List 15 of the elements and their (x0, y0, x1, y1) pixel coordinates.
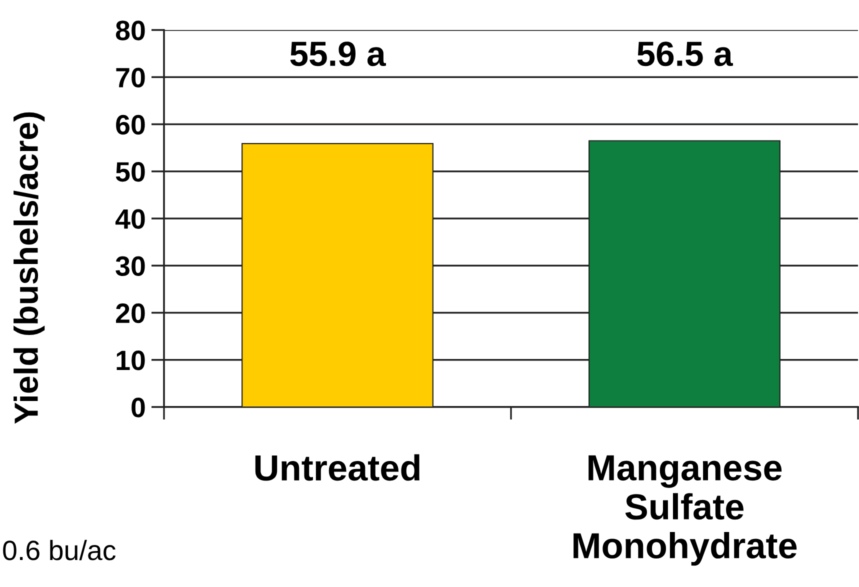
y-tick-label: 10 (116, 350, 145, 370)
y-tick-label: 50 (116, 162, 145, 182)
y-tick-label: 70 (116, 68, 145, 88)
y-tick-label: 0 (132, 398, 145, 418)
data-label: 55.9 a (290, 42, 386, 66)
x-tick-label: Untreated (255, 454, 420, 481)
y-tick-label: 60 (116, 114, 145, 135)
y-tick-label: 30 (116, 256, 145, 276)
x-tick-label: Manganese Sulfate Monohydrate (574, 455, 797, 566)
y-tick-label: 20 (116, 303, 145, 324)
text: 0.6 bu/ac (3, 540, 116, 560)
y-tick-label: 80 (116, 20, 145, 40)
y-tick-label: 40 (115, 209, 145, 229)
data-label: 56.5 a (637, 42, 733, 66)
y-axis-title: Yield (bushels/acre) (14, 112, 45, 424)
